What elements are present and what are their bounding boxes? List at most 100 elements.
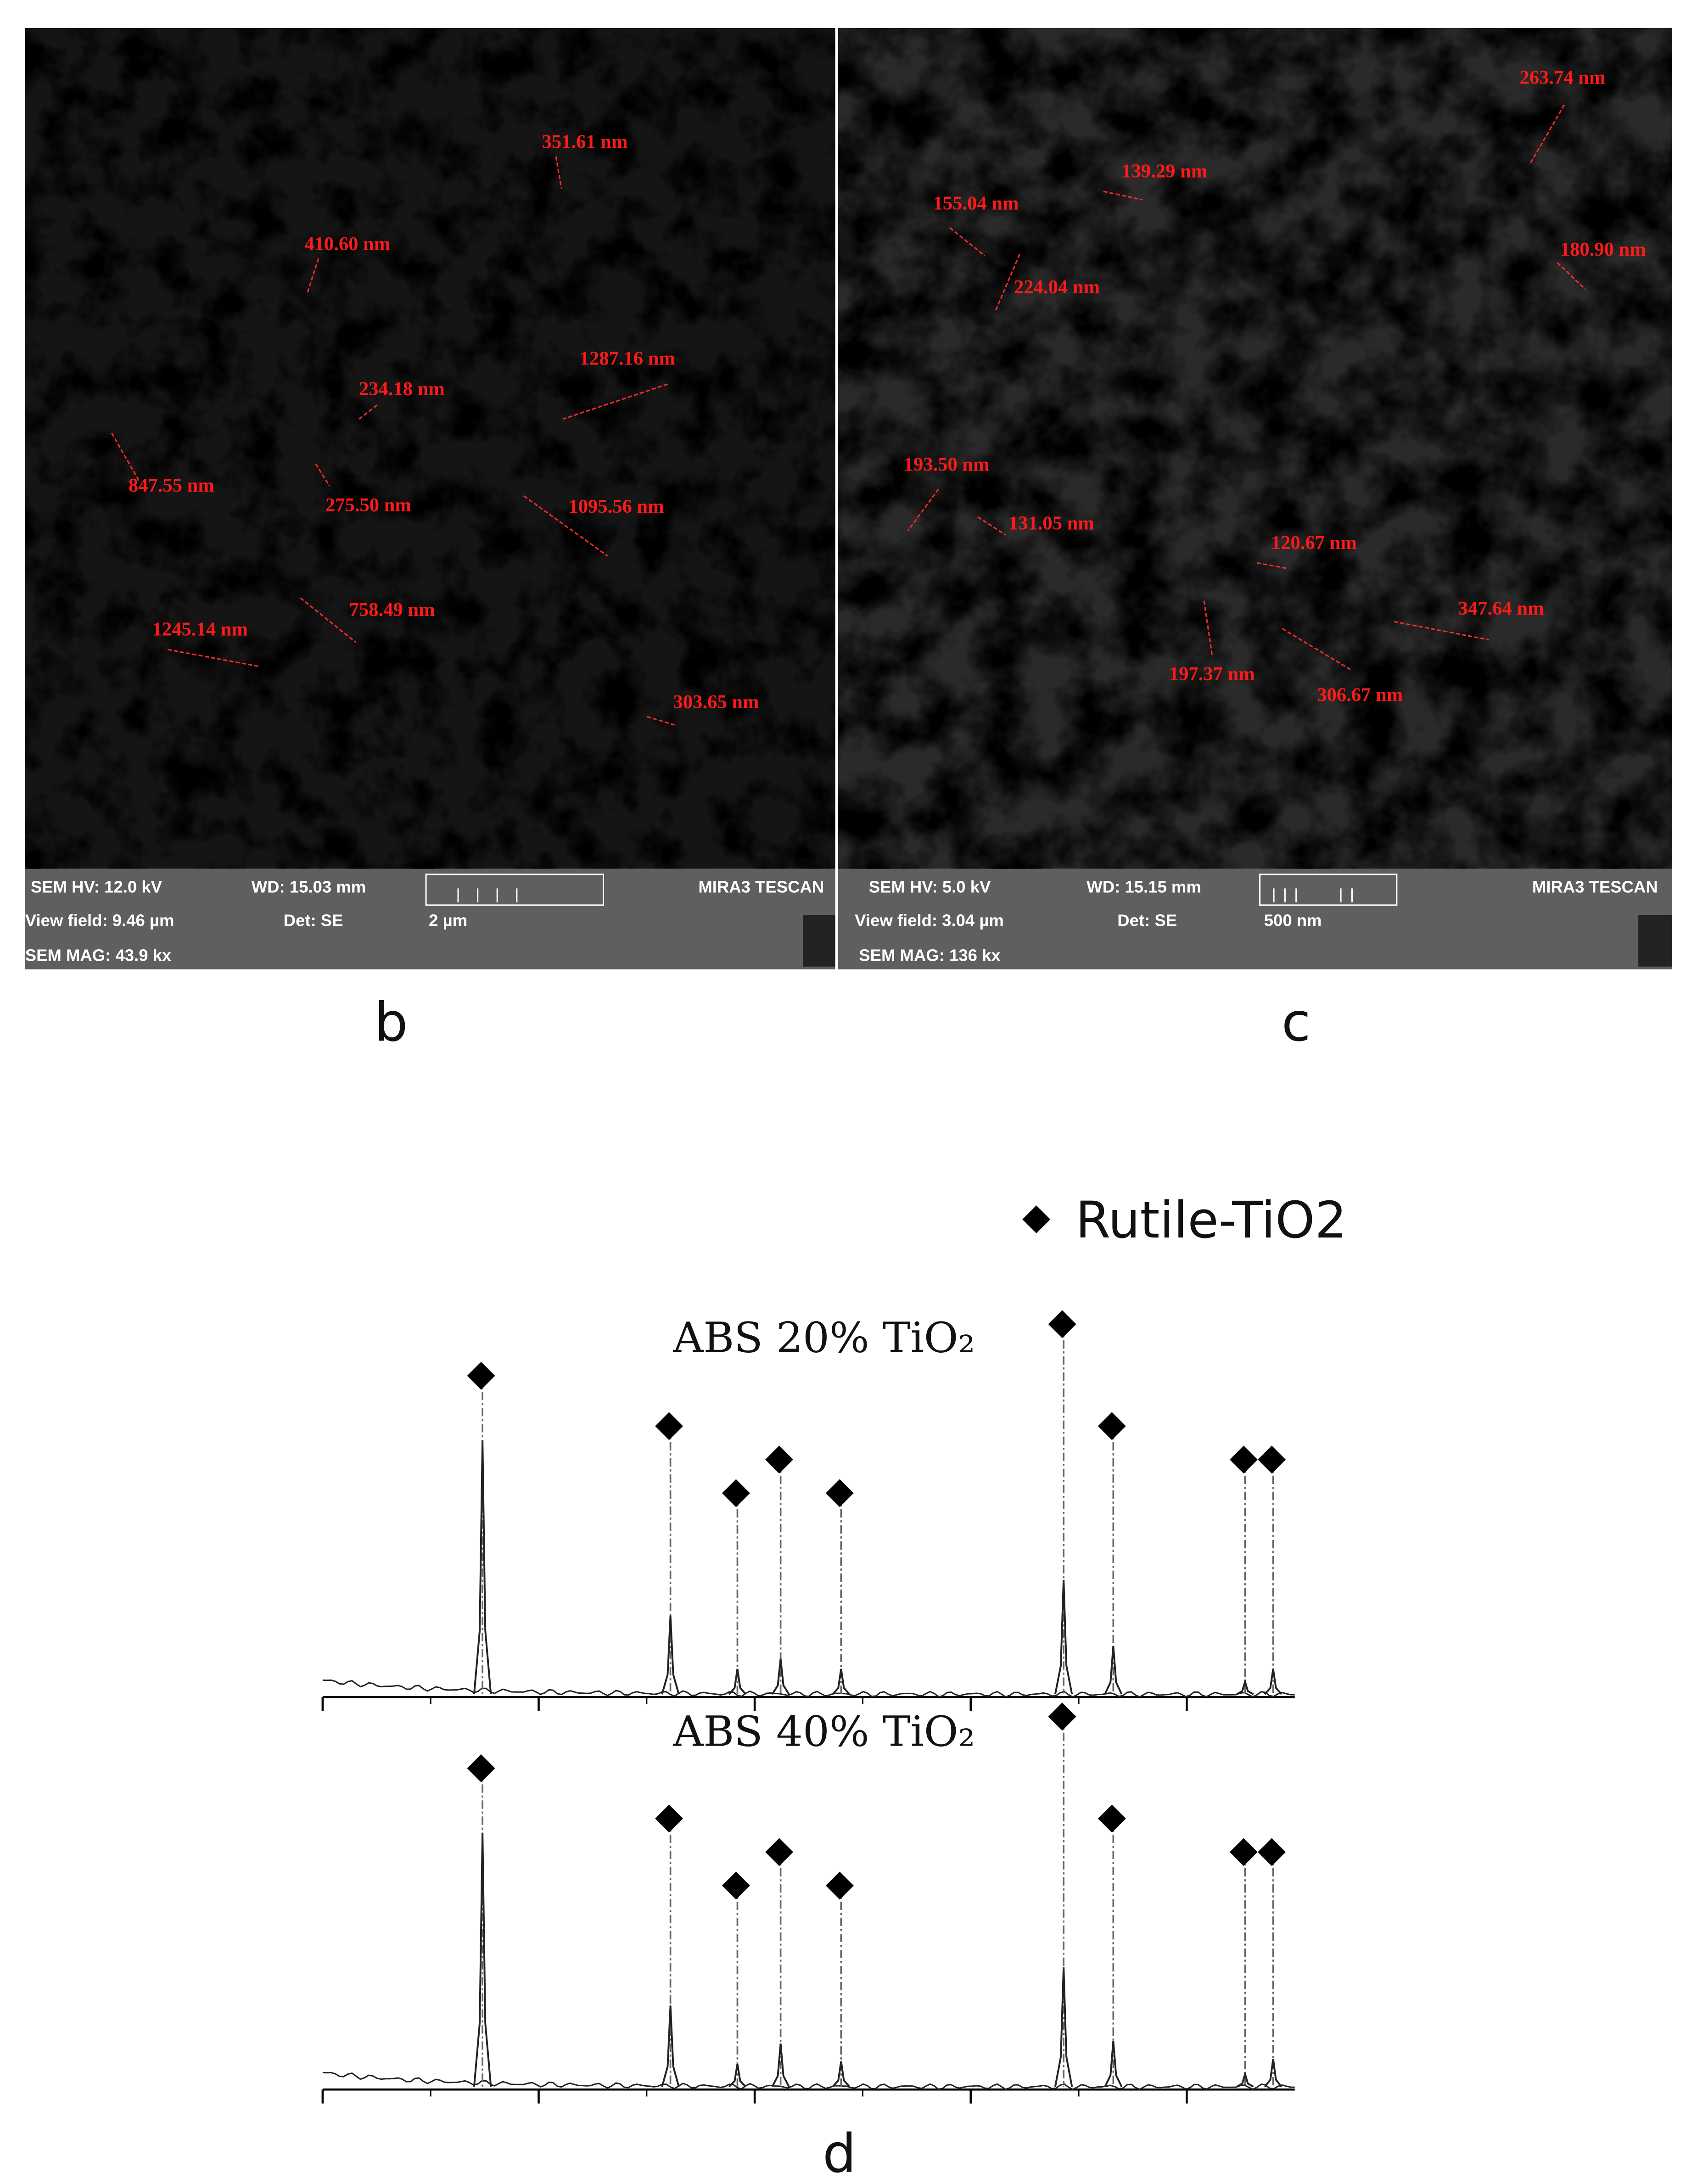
info-text: WD: 15.15 mm [1087, 877, 1201, 896]
measure-label: 275.50 nm [325, 494, 411, 516]
measure-line [1282, 628, 1353, 671]
measure-label: 234.18 nm [359, 378, 445, 400]
peak [728, 2063, 747, 2088]
peak-marker [1098, 1412, 1126, 1440]
measure-line [315, 463, 330, 487]
sem-texture [838, 28, 1672, 869]
info-text: SEM MAG: 136 kx [859, 946, 1001, 965]
measure-label: 351.61 nm [542, 131, 628, 153]
peak [1104, 2041, 1123, 2087]
measure-label: 197.37 nm [1169, 663, 1255, 685]
measure-line [1257, 562, 1288, 570]
measure-label: 263.74 nm [1520, 67, 1606, 89]
peak-marker [1258, 1445, 1286, 1474]
measure-label: 120.67 nm [1271, 532, 1357, 554]
peak-marker [467, 1361, 495, 1390]
info-text: Det: SE [284, 911, 343, 930]
peak [1054, 1967, 1073, 2087]
measure-line [995, 254, 1020, 311]
baseline [322, 1679, 1295, 1698]
measure-label: 131.05 nm [1008, 512, 1094, 534]
peak-marker [467, 1754, 495, 1782]
peak [661, 1615, 680, 1695]
peak-marker [1048, 1310, 1076, 1338]
measure-line [300, 597, 357, 644]
overlay: b c Rutile-TiO2 ABS 20% TiO₂ ABS 40% TiO₂ d [321, 992, 1347, 2184]
peak-marker [1229, 1445, 1258, 1474]
measure-label: 306.67 nm [1317, 684, 1403, 706]
info-text: 2 µm [429, 911, 467, 930]
measure-line [555, 156, 562, 189]
peak [771, 1658, 790, 1695]
measure-line [1203, 600, 1213, 657]
peak-marker [655, 1412, 683, 1440]
info-bar [838, 868, 1672, 969]
scale-box [1259, 874, 1398, 906]
measure-label: 1095.56 nm [568, 496, 664, 517]
info-text: MIRA3 TESCAN [698, 877, 824, 896]
peak [1236, 2071, 1254, 2088]
info-text: MIRA3 TESCAN [1532, 877, 1658, 896]
measure-label: 347.64 nm [1458, 598, 1544, 619]
peak-marker [765, 1445, 793, 1474]
peak [832, 2061, 851, 2088]
series-title: ABS 40% TiO₂ [672, 1707, 975, 1756]
peak-marker [1229, 1838, 1258, 1866]
legend-marker [1022, 1205, 1051, 1233]
peak-marker [1048, 1702, 1076, 1731]
peak [771, 2043, 790, 2087]
peak-marker [1258, 1838, 1286, 1866]
legend-label: Rutile-TiO2 [1075, 1191, 1347, 1249]
measure-line [977, 516, 1006, 536]
logo [1638, 915, 1672, 967]
panel-label: b [374, 992, 408, 1053]
peak [1054, 1580, 1073, 1695]
peak [1264, 1669, 1283, 1695]
panel-label: d [823, 2123, 856, 2184]
logo [803, 915, 835, 967]
info-text: SEM HV: 5.0 kV [869, 877, 991, 896]
peak-marker [1098, 1804, 1126, 1833]
measure-line [949, 227, 986, 257]
measure-line [167, 649, 259, 667]
measure-line [1103, 190, 1143, 201]
sem-panel-b: 351.61 nm 410.60 nm 1287.16 nm 234.18 nm 847… [25, 28, 835, 969]
measure-label: 193.50 nm [904, 454, 990, 476]
peak [473, 1440, 492, 1695]
measure-line [1394, 621, 1489, 641]
peak [832, 1669, 851, 1695]
info-text: 500 nm [1264, 911, 1322, 930]
peak-marker [765, 1838, 793, 1866]
peak [473, 1832, 492, 2087]
measure-line [646, 716, 675, 726]
measure-label: 139.29 nm [1121, 161, 1207, 182]
info-bar [25, 868, 835, 969]
peak [1236, 1678, 1254, 1695]
measure-label: 303.65 nm [673, 691, 759, 713]
peak [1104, 1646, 1123, 1695]
measure-label: 758.49 nm [349, 599, 435, 621]
measure-line [1557, 262, 1586, 290]
info-text: Det: SE [1117, 911, 1177, 930]
series-title: ABS 20% TiO₂ [672, 1313, 975, 1362]
measure-line [562, 383, 668, 420]
peak-marker [655, 1804, 683, 1833]
info-text: SEM MAG: 43.9 kx [25, 946, 172, 965]
info-text: View field: 9.46 µm [25, 911, 174, 930]
measure-line [111, 432, 140, 482]
measure-label: 1287.16 nm [580, 347, 675, 369]
info-text: SEM HV: 12.0 kV [31, 877, 162, 896]
peak-marker [722, 1871, 750, 1900]
measure-label: 224.04 nm [1014, 276, 1100, 298]
sem-panel-c: 263.74 nm 139.29 nm 155.04 nm 180.90 nm 224.… [838, 28, 1672, 969]
peak [1264, 2058, 1283, 2088]
panel-label: c [1282, 992, 1311, 1053]
baseline [322, 2072, 1295, 2090]
sem-texture [25, 28, 835, 869]
peak-marker [825, 1871, 854, 1900]
peak [661, 2005, 680, 2087]
measure-line [907, 488, 939, 532]
info-text: WD: 15.03 mm [252, 877, 366, 896]
measure-line [523, 495, 608, 557]
